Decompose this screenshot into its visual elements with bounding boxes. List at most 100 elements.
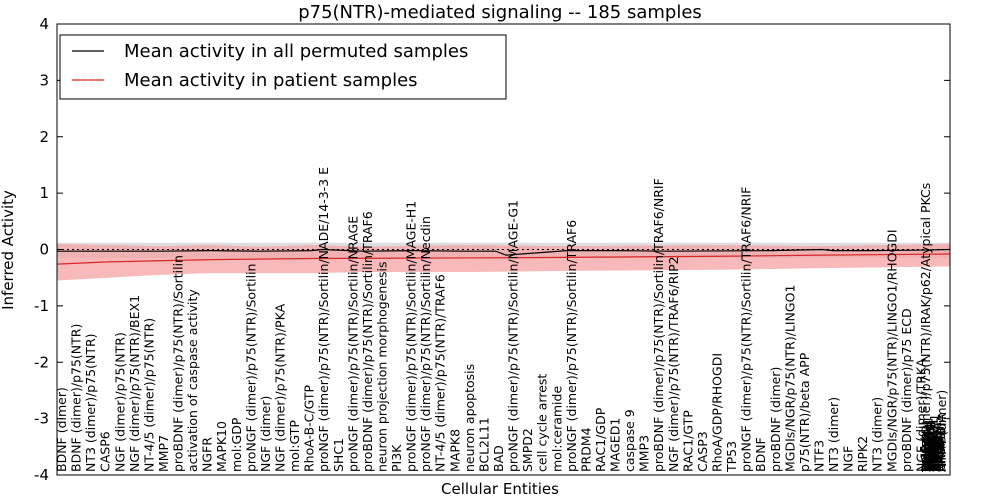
entity-label: NT-4/5 (dimer)/p75(NTR)/TRAF6	[433, 274, 448, 472]
entity-labels: BDNF (dimer) BDNF (dimer)/p75(NTR) NT3 (di…	[54, 167, 949, 473]
entity-label: MAPK10	[214, 421, 229, 472]
y-tick-label: -3	[34, 410, 49, 428]
entity-label: NGF (dimer)/p75(NTR)/TRAF6/RIP2	[666, 256, 681, 472]
entity-label: proBDNF (dimer)	[768, 367, 783, 472]
y-axis-ticks: -4 -3 -2 -1 0 1 2 3 4	[34, 15, 950, 484]
entity-label: NGF	[841, 446, 856, 472]
entity-label: RHOGDI	[919, 421, 934, 472]
entity-label: IRAK1	[920, 435, 935, 472]
entity-label: proBDNF (dimer)/p75(NTR)/Sortilin/TRAF6	[360, 211, 375, 472]
y-tick-label: -4	[34, 466, 49, 484]
x-axis-label: Cellular Entities	[441, 480, 559, 498]
y-tick-label: 0	[39, 241, 49, 259]
entity-label: caspase 9	[622, 409, 637, 472]
entity-label: proNGF (dimer)/p75(NTR)/Sortilin/NADE/14…	[316, 167, 331, 472]
entity-label: TRAF6	[919, 432, 934, 473]
legend: Mean activity in all permuted samples Me…	[59, 34, 507, 100]
entity-label: activation of caspase activity	[185, 289, 200, 472]
entity-label: NGF (dimer)/p75(NTR)/PKA	[273, 303, 288, 472]
entity-label: BDNF (dimer)	[54, 387, 69, 472]
entity-label: cell cycle arrest	[535, 374, 550, 472]
legend-box	[59, 34, 507, 100]
entity-label: NGFRAP1	[927, 414, 942, 472]
entity-label: CASP3	[695, 431, 710, 472]
y-tick-label: -2	[34, 353, 49, 371]
entity-label: NGF (dimer)/p75(NTR)/IRAK/p62/Atypical P…	[918, 183, 933, 472]
entity-label: MMP3	[637, 435, 652, 472]
entity-label: TP53	[724, 441, 739, 473]
entity-label: RHOA	[929, 435, 944, 472]
entity-label: NT3 (dimer)	[826, 397, 841, 472]
entity-label: proNGF (dimer)/p75(NTR)/Sortilin/TRAF6	[564, 220, 579, 472]
y-tick-label: 2	[39, 128, 49, 146]
entity-label: MAPK8	[447, 429, 462, 472]
patient-mean-line	[56, 253, 951, 265]
confidence-bands	[57, 242, 950, 281]
entity-label: PI3K	[389, 444, 404, 472]
entity-label: SHC1	[331, 438, 346, 472]
entity-label: MGDIs/NGR/p75(NTR)/LINGO1/RHOGDI	[884, 229, 899, 472]
y-tick-label: -1	[34, 297, 49, 315]
entity-label: NGFR	[200, 437, 215, 472]
entity-label: RTN4R	[923, 430, 938, 472]
entity-label: BAD	[491, 445, 506, 472]
entity-label: PRKCI	[925, 436, 940, 472]
entity-label: PRKCZ	[924, 431, 939, 472]
entity-label: MAGEG1	[925, 418, 940, 472]
entity-label: MAGEH1	[920, 418, 935, 472]
entity-label: proNGF (dimer)/p75(NTR)/Sortilin	[243, 264, 258, 472]
entity-label: mol:GTP	[287, 420, 302, 472]
entity-label: RHOC	[931, 435, 946, 472]
entity-label: NTF4 (dimer)	[934, 390, 949, 472]
entity-label: RIPK2	[855, 436, 870, 472]
entity-label: LINGO1	[923, 425, 938, 472]
entity-label: MMP7	[156, 435, 171, 472]
entity-label: SORT1	[921, 431, 936, 472]
entity-label: NTRK1	[928, 430, 943, 472]
entity-label: neuron projection morphogenesis	[374, 261, 389, 472]
entity-label: MAGED1	[608, 418, 623, 472]
y-tick-label: 4	[39, 15, 49, 33]
entity-label: NT3 (dimer)/p75(NTR)	[83, 333, 98, 472]
entity-label: RAC1/GTP	[680, 410, 695, 472]
entity-label: proNGF (dimer)/p75(NTR)/Sortilin/MAGE-G1	[506, 200, 521, 472]
entity-label: RhoA/GDP/RHOGDI	[710, 353, 725, 472]
entity-label: BDNF	[753, 437, 768, 472]
entity-label: PRDM4	[578, 427, 593, 472]
entity-label: SQSTM1	[924, 420, 939, 472]
entity-label: proBDNF (dimer)/p75(NTR)/Sortilin	[171, 255, 186, 472]
entity-label: NTF4	[928, 440, 943, 472]
entity-label: NT-4/5 (dimer)/p75(NTR)	[141, 318, 156, 472]
entity-label: NGF (dimer)/p75(NTR)/BEX1	[127, 295, 142, 472]
entity-label: CASP9	[933, 431, 948, 472]
entity-label: proNGF (dimer)/p75(NTR)/Sortilin/MAGE-H1	[404, 201, 419, 472]
entity-label: MGDIs/NGR/p75(NTR)/LINGO1	[782, 285, 797, 472]
entity-label: RAC1/GDP	[593, 407, 608, 472]
entity-label: NDN	[921, 444, 936, 472]
entity-label: ZNF274	[922, 423, 937, 472]
entity-label: proNGF (dimer)/p75(NTR)/Sortilin/Necdin	[418, 216, 433, 472]
series-lines	[56, 248, 951, 265]
entity-label: APP	[928, 448, 943, 472]
entity-label: BCL2L11	[476, 417, 491, 472]
entity-label: NT3 (dimer)	[870, 397, 885, 472]
entity-label: proBDNF (dimer)/p75 ECD	[899, 308, 914, 472]
y-tick-label: 3	[39, 71, 49, 89]
entity-label: CASP6	[98, 431, 113, 472]
entity-label: NGF (dimer)	[258, 396, 273, 472]
entity-label: YWHAE	[927, 426, 942, 473]
entity-label: BDNF (dimer)/p75(NTR)	[69, 324, 84, 472]
entity-label: ARHGDIA	[933, 413, 948, 472]
entity-label: PIK3R1	[932, 428, 947, 472]
entity-label: PIK3CA	[932, 427, 947, 472]
entity-label: NTF3	[811, 440, 826, 472]
legend-label-patient: Mean activity in patient samples	[124, 70, 418, 91]
entity-label: p75(NTR)/beta APP	[797, 352, 812, 472]
entity-label: proBDNF (dimer)/p75(NTR)/Sortilin/TRAF6/…	[651, 178, 666, 472]
entity-label: neuron apoptosis	[462, 364, 477, 472]
entity-label: proNGF (dimer)/p75(NTR)/Sortilin/NRAGE	[345, 216, 360, 472]
entity-label: PRKACA	[929, 422, 944, 472]
y-tick-label: 1	[39, 184, 49, 202]
entity-label: SMPD2	[520, 428, 535, 472]
